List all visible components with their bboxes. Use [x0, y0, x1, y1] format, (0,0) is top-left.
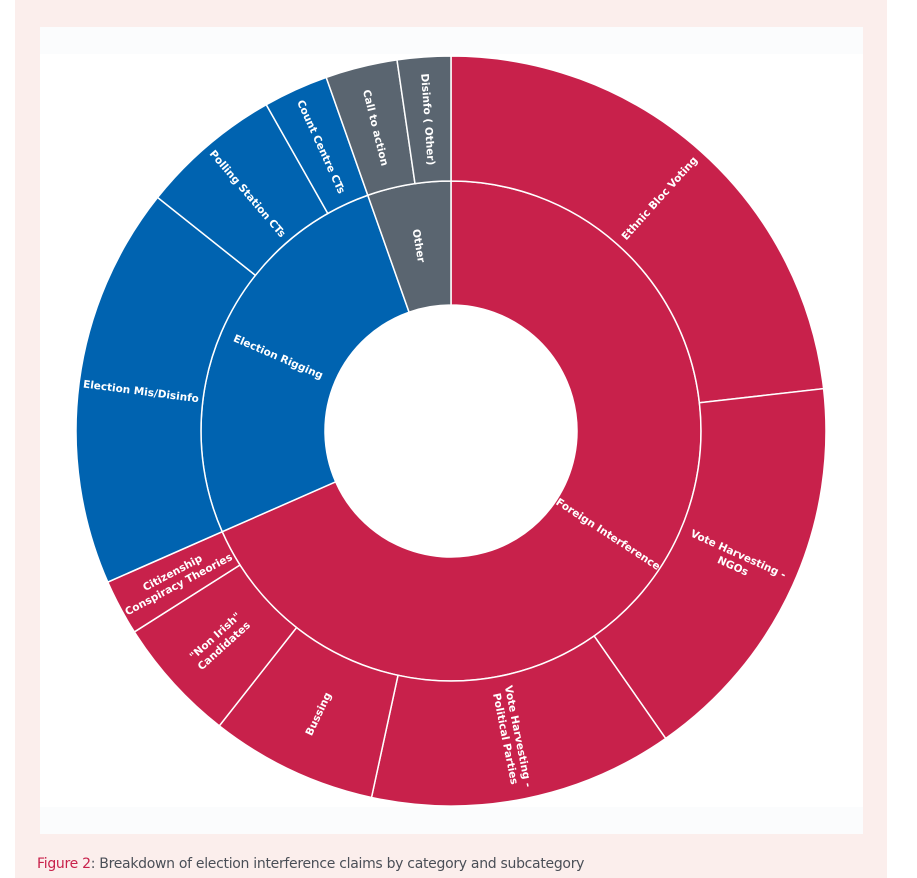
segment-election-mis-disinfo	[75, 196, 257, 584]
panel-bottom-band	[40, 807, 863, 834]
caption-separator: :	[90, 856, 96, 872]
figure-number: Figure 2	[37, 856, 91, 872]
label-other: Other	[410, 228, 428, 264]
outer-ring	[75, 55, 827, 807]
segment-disinfo-other	[396, 55, 452, 185]
inner-ring	[200, 180, 702, 682]
caption-text: Breakdown of election interference claim…	[95, 856, 585, 872]
segment-ethnic-bloc-voting	[450, 55, 825, 404]
figure-caption: Figure 2: Breakdown of election interfer…	[37, 856, 584, 872]
panel-top-band	[40, 27, 863, 54]
